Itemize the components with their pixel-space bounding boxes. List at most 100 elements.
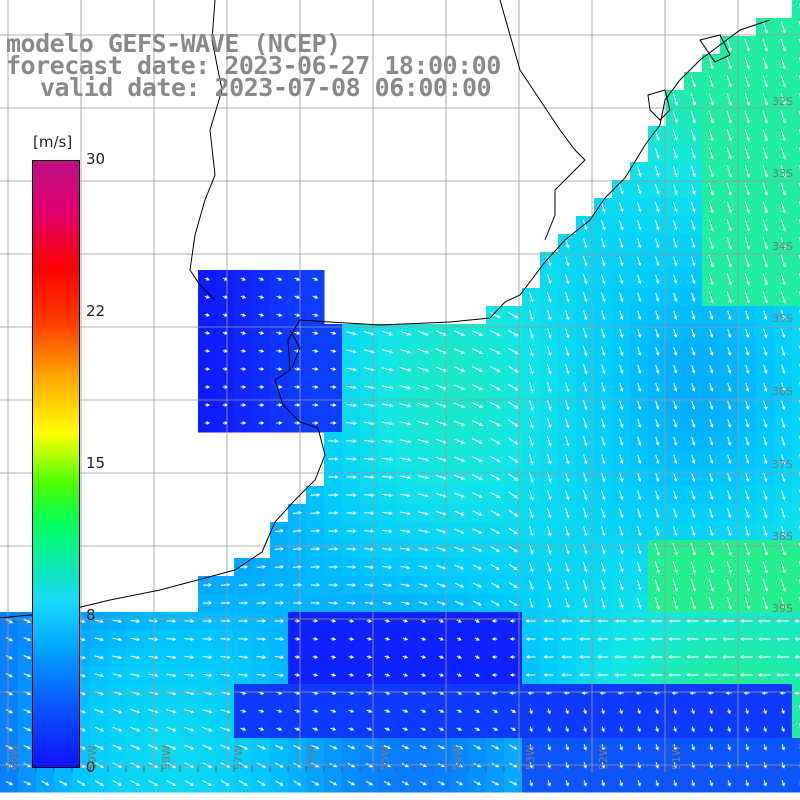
- wind-arrow: [601, 202, 606, 213]
- wind-arrow: [708, 237, 714, 250]
- wind-arrow: [330, 367, 337, 371]
- wind-arrow: [565, 274, 570, 285]
- wind-arrow: [690, 560, 696, 575]
- wind-arrow: [455, 744, 464, 750]
- wind-arrow: [745, 472, 750, 483]
- wind-arrow: [384, 619, 391, 623]
- wind-arrow: [130, 637, 141, 642]
- border-line-2: [499, 0, 586, 241]
- wind-arrow: [454, 528, 465, 534]
- wind-arrow: [619, 418, 624, 429]
- wind-arrow: [546, 274, 552, 285]
- wind-arrow: [328, 493, 339, 497]
- wind-arrow: [348, 673, 355, 677]
- wind-arrow: [328, 457, 339, 461]
- wind-arrow: [525, 655, 536, 659]
- wind-arrow: [184, 637, 195, 642]
- wind-arrow: [438, 709, 445, 713]
- wind-arrow: [691, 238, 696, 249]
- wind-arrow: [547, 580, 552, 591]
- wind-arrow: [490, 528, 501, 535]
- wind-arrow: [453, 456, 466, 462]
- wind-arrow: [686, 655, 699, 659]
- wind-arrow: [739, 655, 753, 659]
- wind-arrow: [509, 637, 516, 641]
- wind-arrow: [596, 673, 609, 677]
- wind-arrow: [471, 384, 483, 391]
- wind-arrow: [583, 364, 588, 375]
- wind-cell: [792, 702, 800, 721]
- wind-arrow: [601, 382, 606, 393]
- lat-label-35s: 35S: [772, 312, 793, 325]
- wind-arrow: [655, 346, 660, 356]
- wind-arrow: [366, 655, 373, 659]
- wind-arrow: [691, 472, 696, 483]
- wind-arrow: [310, 529, 321, 533]
- wind-arrow: [509, 780, 518, 786]
- wind-arrow: [258, 313, 265, 317]
- lat-lon-grid: [0, 0, 800, 772]
- wind-arrow: [471, 420, 483, 427]
- wind-arrow: [399, 385, 412, 390]
- wind-arrow: [744, 93, 750, 106]
- wind-arrow: [673, 744, 677, 751]
- wind-arrow: [76, 780, 86, 786]
- wind-arrow: [294, 403, 301, 407]
- wind-arrow: [148, 780, 159, 787]
- wind-arrow: [292, 744, 302, 750]
- wind-arrow: [363, 421, 376, 426]
- wind-arrow: [600, 598, 606, 609]
- wind-arrow: [596, 637, 609, 641]
- wind-arrow: [382, 547, 393, 552]
- wind-arrow: [632, 673, 645, 677]
- wind-arrow: [312, 277, 319, 281]
- wind-arrow: [148, 673, 159, 678]
- wind-arrow: [763, 508, 768, 519]
- wind-arrow: [745, 490, 750, 501]
- wind-arrow: [330, 331, 337, 335]
- wind-arrow: [655, 418, 660, 428]
- wind-arrow: [672, 202, 678, 213]
- wind-arrow: [312, 421, 319, 425]
- wind-arrow: [794, 637, 800, 641]
- wind-arrow: [419, 780, 427, 786]
- wind-arrow: [565, 400, 570, 411]
- wind-arrow: [762, 21, 768, 34]
- wind-arrow: [565, 454, 570, 465]
- wind-arrow: [474, 727, 481, 731]
- wind-arrow: [454, 510, 465, 516]
- wind-arrow: [94, 744, 105, 750]
- wind-arrow: [528, 399, 534, 411]
- lon-label-53w: 53W: [524, 745, 537, 770]
- wind-arrow: [546, 345, 552, 357]
- wind-arrow: [400, 547, 411, 552]
- wind-arrow: [238, 564, 249, 569]
- wind-arrow: [330, 619, 337, 623]
- wind-arrow: [672, 183, 678, 195]
- wind-arrow: [471, 456, 483, 462]
- wind-cell: [792, 594, 800, 613]
- wind-arrow: [220, 780, 231, 787]
- wind-arrow: [722, 619, 735, 623]
- wind-arrow: [632, 637, 645, 641]
- wind-arrow: [508, 311, 519, 319]
- wind-arrow: [655, 274, 660, 285]
- wind-arrow: [709, 310, 714, 321]
- wind-arrow: [294, 619, 301, 623]
- wind-arrow: [708, 578, 714, 593]
- wind-arrow: [94, 655, 105, 660]
- wind-arrow: [310, 565, 321, 569]
- wind-arrow: [708, 291, 714, 304]
- wind-arrow: [166, 637, 177, 642]
- wind-arrow: [202, 673, 213, 678]
- wind-arrow: [166, 619, 177, 623]
- wind-arrow: [726, 147, 732, 160]
- wind-arrow: [583, 310, 588, 321]
- wind-arrow: [130, 619, 141, 624]
- wind-arrow: [437, 780, 445, 786]
- wind-arrow: [310, 601, 321, 605]
- wind-arrow: [726, 39, 732, 52]
- wind-arrow: [781, 508, 786, 519]
- wind-arrow: [400, 583, 411, 588]
- wind-arrow: [650, 655, 663, 659]
